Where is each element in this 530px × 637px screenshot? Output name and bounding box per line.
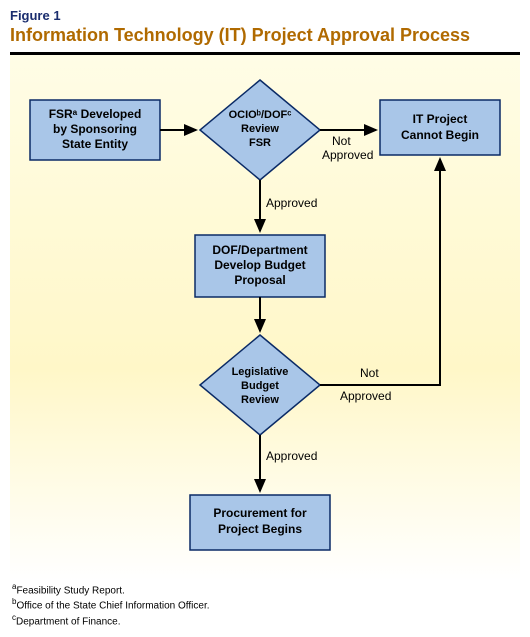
node-cannot-line2: Cannot Begin [401, 128, 479, 142]
node-procure-line2: Project Begins [218, 522, 302, 536]
node-legis-line2: Budget [241, 380, 279, 392]
node-review-line1: OCIOᵇ/DOFᶜ [229, 109, 292, 121]
footnote-b: bOffice of the State Chief Information O… [12, 597, 210, 613]
figure-label: Figure 1 [10, 8, 520, 23]
label-not-approved-2b: Approved [340, 389, 391, 403]
label-not-approved-1a: Not [332, 134, 351, 148]
node-fsr-line1: FSRᵃ Developed [49, 107, 142, 121]
node-cannot: IT Project Cannot Begin [380, 100, 500, 155]
node-legis-line3: Review [241, 394, 279, 406]
node-fsr-line2: by Sponsoring [53, 122, 137, 136]
node-budget: DOF/Department Develop Budget Proposal [195, 235, 325, 297]
footnote-a: aFeasibility Study Report. [12, 582, 210, 598]
label-not-approved-1b: Approved [322, 148, 373, 162]
footnote-c: cDepartment of Finance. [12, 613, 210, 629]
node-budget-line1: DOF/Department [212, 243, 307, 257]
footnotes: aFeasibility Study Report. bOffice of th… [12, 582, 210, 629]
node-budget-line2: Develop Budget [214, 258, 305, 272]
node-review-line3: FSR [249, 137, 271, 149]
label-approved-1: Approved [266, 196, 317, 210]
node-procure-line1: Procurement for [213, 506, 307, 520]
node-legis-line1: Legislative [232, 366, 289, 378]
label-not-approved-2a: Not [360, 366, 379, 380]
node-review-line2: Review [241, 123, 279, 135]
label-approved-2: Approved [266, 449, 317, 463]
node-fsr-line3: State Entity [62, 137, 128, 151]
node-cannot-line1: IT Project [413, 112, 468, 126]
figure-page: Figure 1 Information Technology (IT) Pro… [0, 0, 530, 637]
flowchart-svg: FSRᵃ Developed by Sponsoring State Entit… [10, 55, 520, 580]
flowchart-canvas: FSRᵃ Developed by Sponsoring State Entit… [10, 55, 520, 615]
figure-title: Information Technology (IT) Project Appr… [10, 25, 520, 46]
node-fsr: FSRᵃ Developed by Sponsoring State Entit… [30, 100, 160, 160]
node-procure: Procurement for Project Begins [190, 495, 330, 550]
node-budget-line3: Proposal [234, 273, 285, 287]
